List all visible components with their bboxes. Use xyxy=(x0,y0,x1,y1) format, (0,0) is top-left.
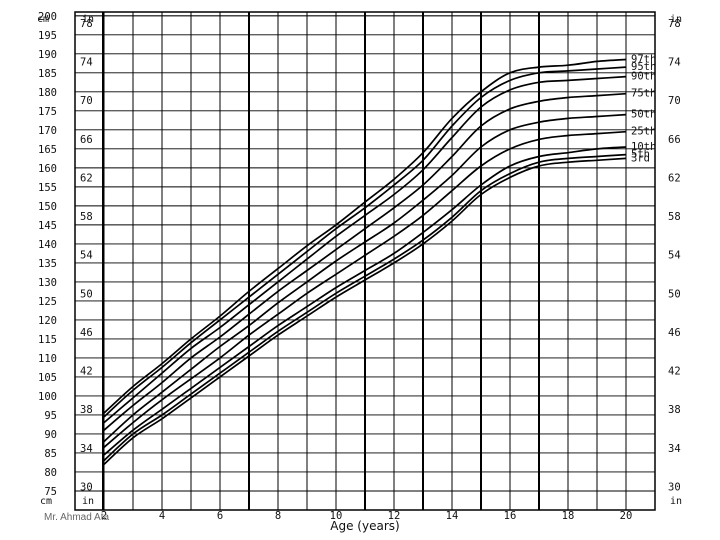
inch-tick-label: 78 xyxy=(668,18,681,30)
inch-tick-label: 58 xyxy=(80,211,93,223)
cm-tick-label: 150 xyxy=(38,201,57,213)
age-tick-label: 8 xyxy=(275,510,281,522)
inch-tick-label: 38 xyxy=(668,404,681,416)
percentile-curve-5th xyxy=(103,153,627,462)
inch-tick-label: 46 xyxy=(668,327,681,339)
inch-tick-label: 66 xyxy=(80,134,93,146)
percentile-label-5th: 5th xyxy=(631,149,650,161)
cm-tick-label: 200 xyxy=(38,11,57,23)
percentile-curve-75th xyxy=(103,92,627,431)
inch-tick-label: 78 xyxy=(80,18,93,30)
cm-tick-label: 180 xyxy=(38,87,57,99)
age-tick-label: 10 xyxy=(330,510,343,522)
cm-tick-label: 80 xyxy=(44,467,57,479)
cm-tick-label: 85 xyxy=(44,448,57,460)
cm-tick-label: 90 xyxy=(44,429,57,441)
percentile-curve-50th xyxy=(103,113,627,443)
cm-tick-labels: 75 80 85 90 95 100 105 110 115 120 125 130 135 140 145… xyxy=(38,11,57,498)
percentile-label-50th: 50th xyxy=(631,109,656,121)
inch-tick-label: 30 xyxy=(668,481,681,493)
inch-tick-label: 74 xyxy=(80,57,93,69)
cm-tick-label: 190 xyxy=(38,49,57,61)
plot-border xyxy=(74,11,656,511)
chart-frame xyxy=(74,11,656,511)
age-tick-label: 20 xyxy=(620,510,633,522)
inch-tick-label: 34 xyxy=(668,443,681,455)
cm-tick-label: 120 xyxy=(38,315,57,327)
percentile-label-3rd: 3rd xyxy=(631,152,650,164)
right-unit-bottom: in xyxy=(670,496,682,507)
age-tick-label: 18 xyxy=(562,510,575,522)
cm-tick-label: 160 xyxy=(38,163,57,175)
inch-tick-labels-left: 30 34 38 42 46 50 54 58 62 66 70 74 78 xyxy=(80,18,93,493)
inch-tick-label: 62 xyxy=(80,172,93,184)
percentile-label-95th: 95th xyxy=(631,61,656,73)
inch-tick-label: 54 xyxy=(80,250,93,262)
percentile-label-97th: 97th xyxy=(631,54,656,66)
inch-tick-label: 46 xyxy=(80,327,93,339)
right-unit-top: in xyxy=(670,14,682,25)
inch-tick-label: 42 xyxy=(80,366,93,378)
age-tick-label: 16 xyxy=(504,510,517,522)
credit-text: Mr. Ahmad Ata xyxy=(44,512,109,523)
grid-major xyxy=(248,12,540,510)
age-tick-label: 4 xyxy=(159,510,165,522)
percentile-curve-97th xyxy=(103,58,627,414)
inch-tick-label: 74 xyxy=(668,57,681,69)
inch-tick-label: 30 xyxy=(80,481,93,493)
age-tick-label: 14 xyxy=(446,510,459,522)
cm-tick-label: 100 xyxy=(38,391,57,403)
age-tick-label: 2 xyxy=(101,510,107,522)
inner-unit-top: in xyxy=(82,14,94,25)
inch-tick-label: 70 xyxy=(668,95,681,107)
age-tick-label: 12 xyxy=(388,510,401,522)
inch-tick-label: 70 xyxy=(80,95,93,107)
inch-tick-label: 66 xyxy=(668,134,681,146)
cm-tick-label: 135 xyxy=(38,258,57,270)
cm-tick-label: 125 xyxy=(38,296,57,308)
left-unit-bottom: cm xyxy=(40,496,52,507)
cm-tick-label: 165 xyxy=(38,144,57,156)
percentile-curve-90th xyxy=(103,75,627,424)
inch-tick-label: 38 xyxy=(80,404,93,416)
percentile-curves xyxy=(103,58,627,466)
cm-tick-label: 170 xyxy=(38,125,57,137)
inch-tick-label: 58 xyxy=(668,211,681,223)
percentile-curve-25th xyxy=(103,130,627,448)
x-axis-title: Age (years) xyxy=(330,519,399,533)
percentile-curve-10th xyxy=(103,146,627,456)
cm-tick-label: 185 xyxy=(38,68,57,80)
inch-tick-label: 62 xyxy=(668,172,681,184)
cm-tick-label: 95 xyxy=(44,410,57,422)
inch-tick-label: 50 xyxy=(80,288,93,300)
cm-tick-label: 195 xyxy=(38,30,57,42)
percentile-label-10th: 10th xyxy=(631,141,656,153)
cm-tick-label: 175 xyxy=(38,106,57,118)
percentile-label-75th: 75th xyxy=(631,88,656,100)
cm-tick-label: 75 xyxy=(44,486,57,498)
cm-tick-label: 140 xyxy=(38,239,57,251)
cm-tick-label: 110 xyxy=(38,353,57,365)
inch-tick-label: 42 xyxy=(668,366,681,378)
age-tick-label: 6 xyxy=(217,510,223,522)
age-tick-labels: 2 4 6 8 10 12 14 16 18 20 xyxy=(101,510,632,522)
inch-tick-label: 34 xyxy=(80,443,93,455)
percentile-curve-3rd xyxy=(103,157,627,466)
cm-tick-label: 155 xyxy=(38,182,57,194)
cm-tick-label: 145 xyxy=(38,220,57,232)
percentile-curve-95th xyxy=(103,66,627,418)
cm-tick-label: 130 xyxy=(38,277,57,289)
cm-tick-label: 115 xyxy=(38,334,57,346)
percentile-label-90th: 90th xyxy=(631,71,656,83)
inch-tick-label: 50 xyxy=(668,288,681,300)
inch-tick-label: 54 xyxy=(668,250,681,262)
inner-unit-bottom: in xyxy=(82,496,94,507)
percentile-label-25th: 25th xyxy=(631,126,656,138)
inch-tick-labels-right: 30 34 38 42 46 50 54 58 62 66 70 74 78 xyxy=(668,18,681,493)
cm-tick-label: 105 xyxy=(38,372,57,384)
left-unit-top: cm xyxy=(37,14,49,25)
